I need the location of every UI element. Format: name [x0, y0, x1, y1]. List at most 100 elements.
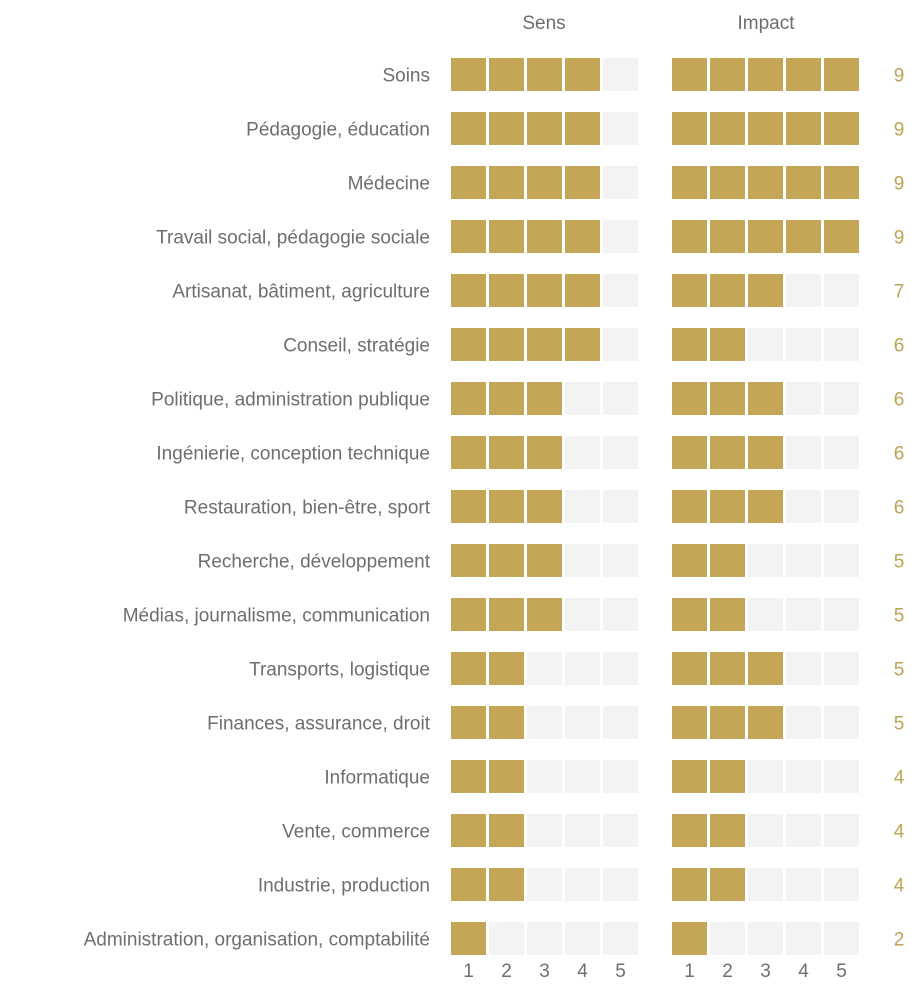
row-label: Finances, assurance, droit — [207, 714, 431, 735]
impact-cell-filled — [710, 544, 745, 577]
row-label: Ingénierie, conception technique — [156, 444, 430, 465]
impact-cell-empty — [710, 922, 745, 955]
sens-cell-empty — [565, 868, 600, 901]
impact-cell-empty — [824, 598, 859, 631]
impact-cell-empty — [824, 382, 859, 415]
table-row: Soins 9 — [382, 58, 904, 91]
impact-tick-label: 2 — [722, 961, 733, 982]
sens-cell-empty — [603, 760, 638, 793]
impact-cell-filled — [786, 58, 821, 91]
sens-cell-empty — [603, 274, 638, 307]
sens-tick-label: 4 — [577, 961, 588, 982]
impact-cell-empty — [824, 760, 859, 793]
impact-cell-filled — [748, 436, 783, 469]
impact-cell-filled — [748, 58, 783, 91]
sens-cell-filled — [489, 58, 524, 91]
table-row: Pédagogie, éducation 9 — [246, 112, 904, 145]
table-row: Administration, organisation, comptabili… — [84, 922, 904, 955]
sens-tick-label: 3 — [539, 961, 550, 982]
impact-cell-empty — [786, 274, 821, 307]
sens-cell-filled — [451, 814, 486, 847]
row-total: 4 — [894, 822, 905, 843]
impact-cell-empty — [748, 760, 783, 793]
sens-cell-empty — [489, 922, 524, 955]
sens-cell-filled — [489, 814, 524, 847]
row-total: 4 — [894, 876, 905, 897]
impact-cell-filled — [672, 544, 707, 577]
impact-cell-empty — [786, 868, 821, 901]
impact-cell-empty — [824, 922, 859, 955]
row-total: 9 — [894, 228, 905, 249]
impact-cell-empty — [786, 814, 821, 847]
impact-cell-filled — [710, 220, 745, 253]
sens-cell-filled — [451, 166, 486, 199]
impact-cell-filled — [672, 760, 707, 793]
impact-cell-filled — [672, 328, 707, 361]
impact-cell-filled — [748, 490, 783, 523]
sens-cell-empty — [527, 760, 562, 793]
impact-cell-empty — [786, 544, 821, 577]
row-total: 6 — [894, 444, 905, 465]
impact-cell-filled — [672, 112, 707, 145]
sens-cell-empty — [603, 706, 638, 739]
sens-cell-empty — [603, 58, 638, 91]
impact-cell-filled — [748, 382, 783, 415]
impact-cell-filled — [710, 652, 745, 685]
impact-cell-empty — [786, 706, 821, 739]
impact-cell-filled — [710, 436, 745, 469]
impact-cell-filled — [672, 598, 707, 631]
sens-cell-empty — [527, 922, 562, 955]
row-label: Industrie, production — [258, 876, 430, 897]
impact-cell-filled — [748, 220, 783, 253]
sens-cell-filled — [565, 58, 600, 91]
table-row: Artisanat, bâtiment, agriculture 7 — [172, 274, 904, 307]
row-label: Vente, commerce — [282, 822, 430, 843]
sens-cell-empty — [527, 652, 562, 685]
table-row: Travail social, pédagogie sociale 9 — [156, 220, 904, 253]
impact-cell-empty — [786, 436, 821, 469]
sens-cell-filled — [527, 382, 562, 415]
sens-cell-empty — [603, 922, 638, 955]
impact-cell-filled — [748, 274, 783, 307]
row-label: Travail social, pédagogie sociale — [156, 228, 430, 249]
sens-cell-filled — [451, 274, 486, 307]
sens-cell-filled — [489, 544, 524, 577]
impact-cell-empty — [748, 922, 783, 955]
row-total: 9 — [894, 174, 905, 195]
table-row: Informatique 4 — [324, 760, 905, 793]
table-row: Finances, assurance, droit 5 — [207, 706, 904, 739]
sens-cell-filled — [451, 598, 486, 631]
impact-cell-filled — [672, 274, 707, 307]
sens-cell-empty — [565, 706, 600, 739]
impact-cell-filled — [824, 220, 859, 253]
impact-cell-filled — [748, 112, 783, 145]
table-row: Politique, administration publique 6 — [151, 382, 904, 415]
row-total: 5 — [894, 552, 905, 573]
impact-cell-empty — [824, 652, 859, 685]
sens-cell-empty — [565, 652, 600, 685]
sens-cell-filled — [527, 598, 562, 631]
sens-cell-filled — [527, 166, 562, 199]
sens-cell-filled — [451, 328, 486, 361]
sens-cell-empty — [565, 544, 600, 577]
row-label: Conseil, stratégie — [283, 336, 430, 357]
sens-cell-empty — [527, 706, 562, 739]
sens-cell-filled — [451, 220, 486, 253]
impact-cell-filled — [710, 166, 745, 199]
impact-cell-filled — [672, 166, 707, 199]
impact-cell-empty — [748, 328, 783, 361]
row-total: 4 — [894, 768, 905, 789]
impact-cell-filled — [710, 58, 745, 91]
scale-ticks: 1 2 3 4 5 1 2 3 4 5 — [463, 961, 847, 982]
impact-tick-label: 5 — [836, 961, 847, 982]
sens-cell-filled — [527, 220, 562, 253]
row-label: Transports, logistique — [249, 660, 430, 681]
sens-cell-filled — [451, 922, 486, 955]
sens-cell-filled — [451, 706, 486, 739]
sens-cell-filled — [527, 58, 562, 91]
impact-cell-filled — [748, 166, 783, 199]
table-row: Médecine 9 — [348, 166, 905, 199]
impact-cell-empty — [824, 544, 859, 577]
row-total: 6 — [894, 336, 905, 357]
impact-cell-empty — [786, 490, 821, 523]
